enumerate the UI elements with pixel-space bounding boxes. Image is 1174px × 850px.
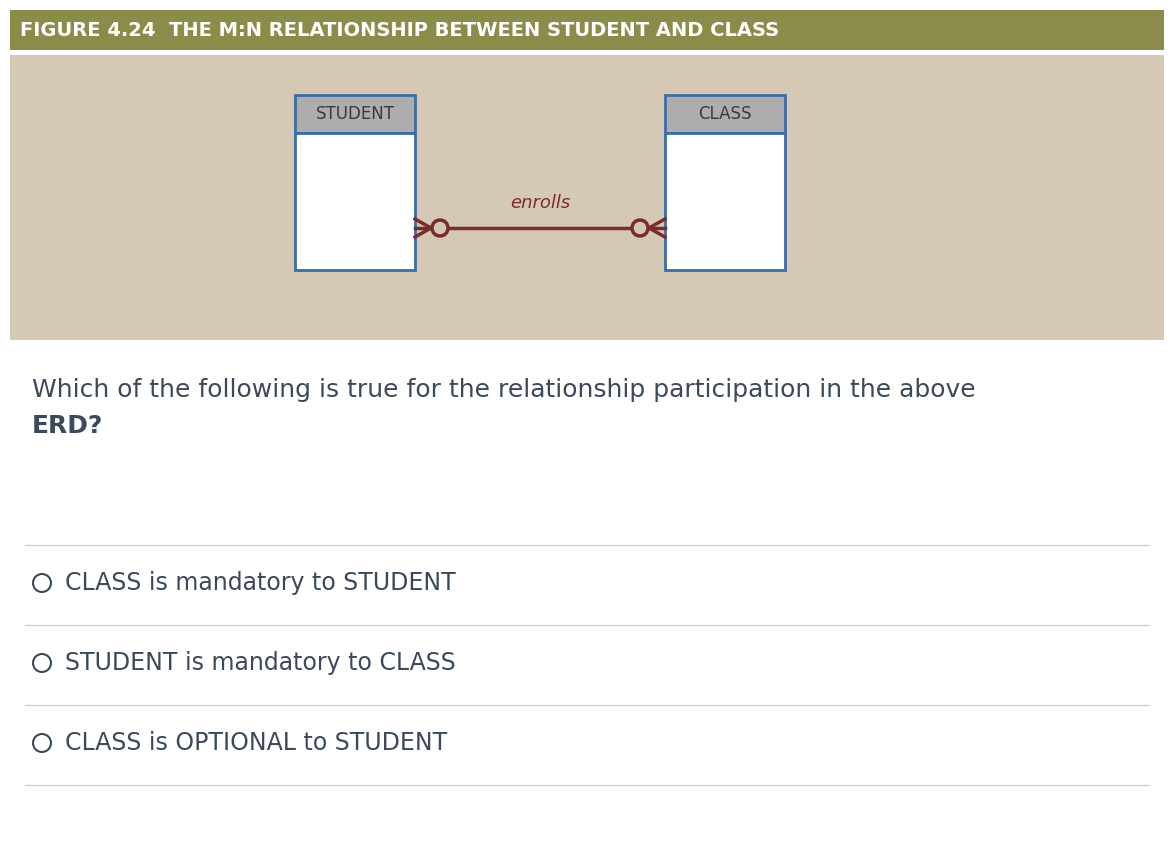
Text: enrolls: enrolls [510, 194, 571, 212]
Text: ERD?: ERD? [32, 414, 103, 438]
Text: FIGURE 4.24  THE M:N RELATIONSHIP BETWEEN STUDENT AND CLASS: FIGURE 4.24 THE M:N RELATIONSHIP BETWEEN… [20, 20, 780, 39]
Text: CLASS: CLASS [699, 105, 751, 123]
FancyBboxPatch shape [295, 95, 414, 133]
Circle shape [632, 220, 648, 236]
Text: STUDENT: STUDENT [316, 105, 394, 123]
FancyBboxPatch shape [664, 95, 785, 133]
Text: STUDENT is mandatory to CLASS: STUDENT is mandatory to CLASS [65, 651, 456, 675]
Text: CLASS is mandatory to STUDENT: CLASS is mandatory to STUDENT [65, 571, 456, 595]
Circle shape [432, 220, 448, 236]
FancyBboxPatch shape [664, 133, 785, 270]
Text: CLASS is OPTIONAL to STUDENT: CLASS is OPTIONAL to STUDENT [65, 731, 447, 755]
FancyBboxPatch shape [295, 133, 414, 270]
Text: Which of the following is true for the relationship participation in the above: Which of the following is true for the r… [32, 378, 976, 402]
FancyBboxPatch shape [11, 10, 1163, 50]
FancyBboxPatch shape [11, 55, 1163, 340]
